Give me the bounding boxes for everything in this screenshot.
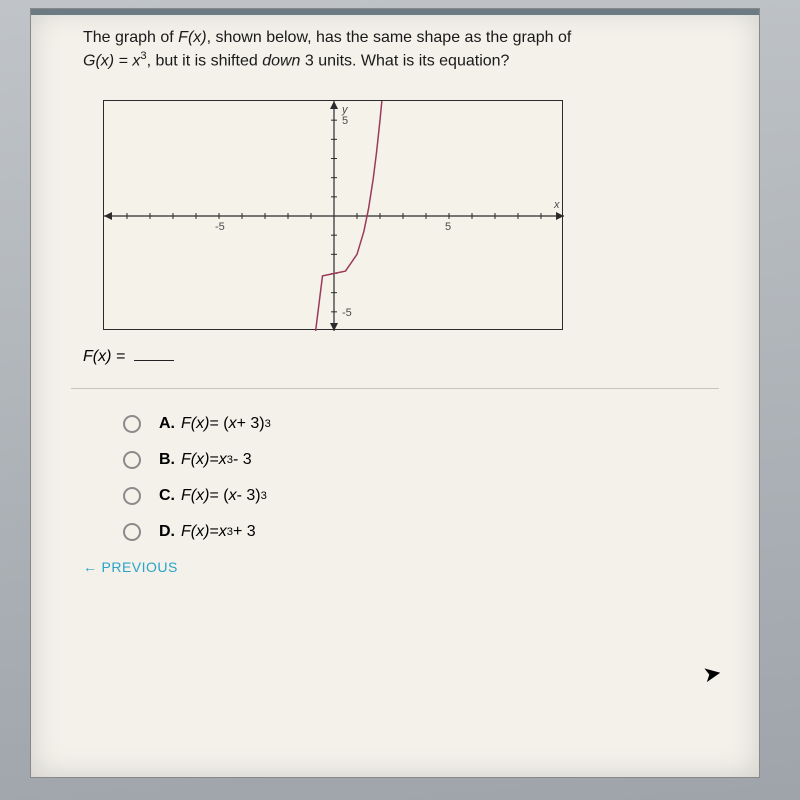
choice-part: + 3)	[237, 415, 265, 433]
choice-var: x	[219, 451, 227, 469]
q-fx: F(x)	[178, 29, 206, 46]
choice-part: - 3)	[237, 487, 261, 505]
fx-eq: =	[111, 348, 129, 365]
choice-part: - 3	[233, 451, 252, 469]
radio-a[interactable]	[123, 415, 141, 433]
answer-choices: A. F(x) = (x + 3)3 B. F(x) = x3 - 3 C. F…	[123, 415, 759, 541]
radio-c[interactable]	[123, 487, 141, 505]
q-part: , but it is shifted	[147, 52, 263, 69]
radio-d[interactable]	[123, 523, 141, 541]
mouse-cursor-icon: ➤	[700, 660, 723, 689]
radio-b[interactable]	[123, 451, 141, 469]
choice-letter: B.	[159, 451, 175, 469]
svg-text:x: x	[553, 199, 560, 211]
choice-lhs: F(x)	[181, 487, 209, 505]
choice-lhs: F(x)	[181, 415, 209, 433]
choice-part: + 3	[233, 523, 256, 541]
choice-exp: 3	[265, 418, 271, 430]
question-text: The graph of F(x), shown below, has the …	[31, 15, 759, 72]
choice-part: = (	[209, 415, 228, 433]
choice-part: =	[209, 523, 218, 541]
choice-b[interactable]: B. F(x) = x3 - 3	[123, 451, 759, 469]
choice-part: = (	[209, 487, 228, 505]
divider	[71, 388, 719, 389]
svg-text:5: 5	[342, 115, 348, 127]
q-part: , shown below, has the same shape as the…	[207, 29, 572, 46]
choice-a[interactable]: A. F(x) = (x + 3)3	[123, 415, 759, 433]
choice-var: x	[229, 487, 237, 505]
graph-panel: -55-55yx	[103, 100, 563, 330]
graph-svg: -55-55yx	[104, 101, 564, 331]
answer-prompt: F(x) =	[83, 348, 759, 366]
q-part: 3 units. What is its equation?	[300, 52, 509, 69]
answer-blank	[134, 360, 174, 361]
photo-background: The graph of F(x), shown below, has the …	[0, 0, 800, 800]
fx-lhs: F(x)	[83, 348, 111, 365]
choice-d[interactable]: D. F(x) = x3 + 3	[123, 523, 759, 541]
svg-text:5: 5	[445, 221, 451, 233]
choice-lhs: F(x)	[181, 451, 209, 469]
choice-part: =	[209, 451, 218, 469]
choice-c[interactable]: C. F(x) = (x - 3)3	[123, 487, 759, 505]
q-gx-lhs: G(x) = x	[83, 52, 140, 69]
choice-exp: 3	[261, 490, 267, 502]
choice-var: x	[229, 415, 237, 433]
choice-letter: A.	[159, 415, 175, 433]
previous-label: PREVIOUS	[102, 559, 178, 575]
choice-letter: C.	[159, 487, 175, 505]
previous-button[interactable]: ←PREVIOUS	[83, 559, 759, 575]
choice-letter: D.	[159, 523, 175, 541]
q-part: The graph of	[83, 29, 178, 46]
choice-var: x	[219, 523, 227, 541]
svg-text:-5: -5	[215, 221, 225, 233]
q-down: down	[262, 52, 300, 69]
arrow-left-icon: ←	[83, 559, 98, 575]
choice-lhs: F(x)	[181, 523, 209, 541]
question-card: The graph of F(x), shown below, has the …	[30, 8, 760, 778]
svg-text:-5: -5	[342, 306, 352, 318]
